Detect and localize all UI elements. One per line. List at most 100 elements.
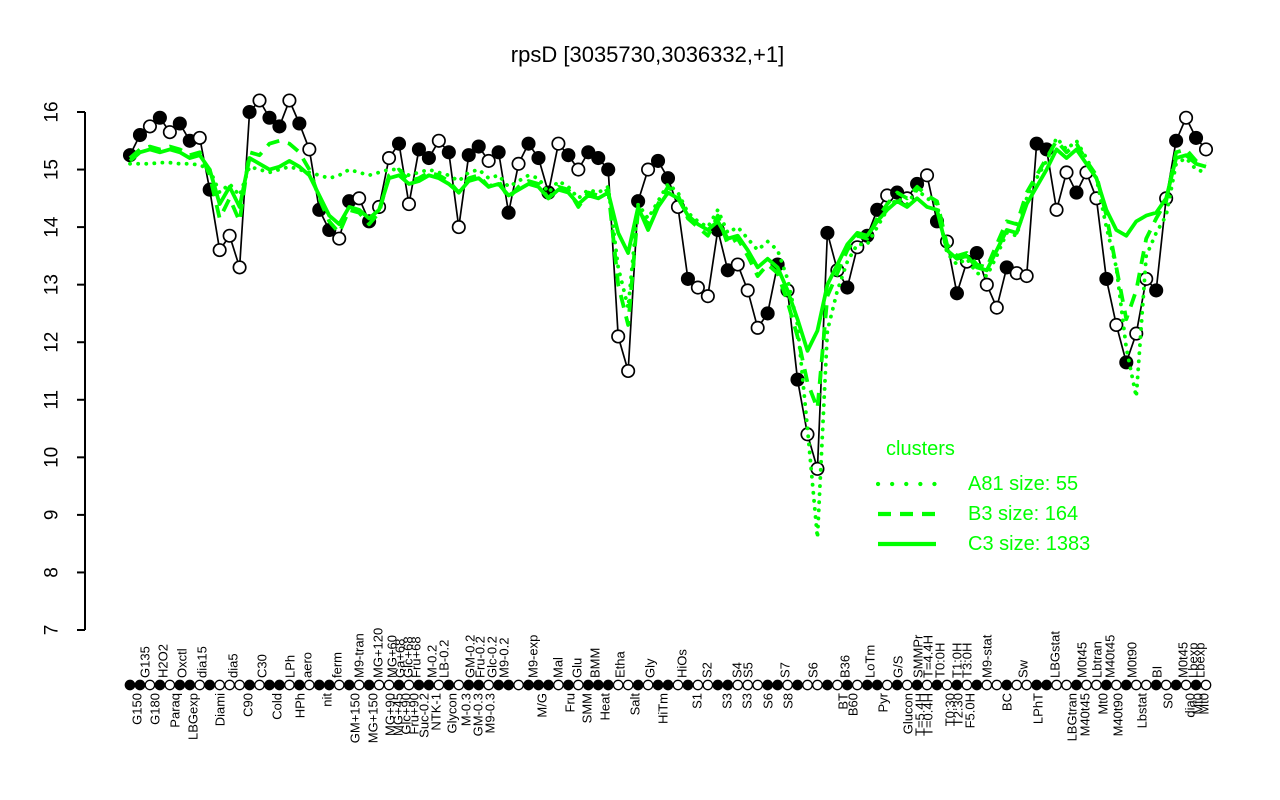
axis-tick-label: ferm — [330, 652, 345, 678]
gene-marker — [949, 286, 964, 301]
axis-tick-label: B60 — [846, 693, 861, 716]
axis-tick-label: S6 — [761, 693, 776, 709]
gene-marker — [591, 150, 606, 166]
axis-tick-label: C90 — [241, 693, 256, 717]
axis-tick-label: GM+150 — [348, 693, 363, 743]
axis-tick-label: Oxctl — [175, 648, 190, 678]
gene-marker — [292, 116, 307, 131]
axis-tick-label: NTK-1 — [429, 693, 444, 731]
axis-tick-label: Lbstat — [1135, 693, 1150, 729]
axis-tick-label: S4 — [730, 662, 745, 678]
gene-marker — [242, 104, 257, 120]
gene-marker — [1179, 110, 1194, 125]
gene-marker — [561, 148, 576, 163]
gene-marker — [471, 139, 486, 154]
axis-tick-label: dia5 — [226, 653, 241, 678]
legend-entry-label: A81 size: 55 — [968, 472, 1079, 495]
gene-marker — [401, 197, 417, 212]
series-cluster-dotted-line — [128, 135, 1208, 540]
gene-marker — [621, 363, 636, 379]
axis-tick-label: Gly — [643, 658, 658, 678]
legend-entry: B3 size: 164 — [876, 499, 1090, 529]
axis-tick-label: Cold — [270, 693, 285, 720]
gene-marker — [979, 277, 994, 292]
legend-dotted-line-swatch — [876, 481, 938, 487]
axis-tick-label: G150 — [130, 693, 145, 725]
gene-marker — [680, 271, 695, 286]
axis-tick-label: M0t45 — [1075, 642, 1090, 678]
axis-tick-label: HiTm — [656, 693, 671, 724]
gene-marker — [1169, 133, 1184, 148]
axis-tick-label: M9-exp — [526, 635, 541, 678]
axis-tick-label: LBGstat — [1048, 631, 1063, 678]
gene-marker — [222, 228, 237, 243]
gene-marker — [172, 116, 187, 131]
gene-marker — [571, 162, 586, 177]
legend-solid-line-swatch — [878, 541, 936, 547]
x-labels-bottom: G150 G180 Paraq LBGexp Diami C90 Cold HPh nit GM+… — [130, 692, 1212, 743]
axis-tick-label: T=5.4H — [913, 693, 928, 736]
axis-tick-label: GM-0.2 — [463, 635, 478, 678]
axis-tick-label: Fru+68 — [409, 636, 424, 678]
axis-tick-label: Etha — [613, 650, 628, 678]
gene-marker — [531, 150, 546, 166]
legend-title: clusters — [886, 438, 955, 460]
gene-marker — [1099, 271, 1114, 286]
gene-marker — [521, 136, 536, 151]
axis-tick-label: 15 — [42, 159, 63, 180]
gene-marker — [142, 119, 157, 134]
gene-marker — [650, 153, 666, 168]
gene-marker — [352, 191, 367, 206]
axis-tick-label: Paraq — [168, 693, 183, 728]
axis-tick-label: Ga+68 — [393, 639, 408, 678]
axis-tick-label: M/G — [535, 693, 550, 718]
gene-marker — [760, 306, 775, 321]
axis-tick-label: HPh — [293, 693, 308, 718]
axis-tick-label: 16 — [42, 101, 63, 122]
axis-tick-label: BI — [1150, 666, 1165, 678]
axis-tick-label: S0 — [1161, 693, 1176, 709]
axis-tick-label: LoTm — [863, 645, 878, 678]
axis-tick-label: G/S — [891, 655, 906, 678]
gene-marker — [302, 142, 317, 157]
axis-tick-label: M9-tran — [352, 633, 367, 678]
condition-rug — [124, 679, 1212, 691]
axis-tick-label: Lbtran — [1090, 641, 1105, 678]
axis-tick-label: 9 — [42, 510, 63, 521]
gene-marker — [700, 289, 715, 304]
axis-tick-label: BMM — [588, 648, 603, 678]
axis-tick-label: LBGexp — [186, 693, 201, 740]
axis-tick-label: M0t90 — [1125, 642, 1140, 678]
axis-tick-label: Heat — [598, 693, 613, 721]
gene-marker — [1149, 283, 1164, 298]
gene-marker — [501, 205, 516, 220]
axis-tick-label: Fru+90 — [407, 693, 422, 735]
axis-tick-label: T=4.4H — [921, 635, 936, 678]
legend: clusters A81 size: 55 B3 size: 164 C3 size… — [876, 438, 1090, 559]
gene-marker — [1109, 317, 1124, 333]
gene-marker — [740, 283, 755, 298]
axis-tick-label: dia0 — [1183, 693, 1198, 718]
axis-tick-label: S1 — [690, 693, 705, 709]
gene-marker — [551, 136, 566, 151]
gene-marker — [969, 245, 984, 261]
axis-tick-label: aero — [300, 652, 315, 678]
gene-marker — [511, 156, 526, 171]
gene-marker — [391, 136, 407, 151]
gene-marker — [272, 119, 287, 134]
gene-marker — [750, 320, 765, 335]
gene-marker — [232, 260, 247, 275]
axis-tick-label: 13 — [42, 274, 63, 295]
axis-tick-label: GM-0.3 — [471, 693, 486, 736]
axis-tick-label: Pyr — [876, 692, 891, 712]
y-axis: 7 8 9 10 11 12 13 14 15 16 — [42, 101, 86, 635]
gene-marker — [919, 168, 935, 183]
axis-tick-label: M40t45 — [1103, 635, 1118, 678]
axis-tick-label: LPh — [283, 655, 298, 678]
axis-tick-label: T0:0H — [933, 643, 948, 678]
gene-marker — [441, 145, 456, 160]
axis-tick-label: Fru-0.2 — [473, 636, 488, 678]
axis-tick-label: S6 — [806, 662, 821, 678]
gene-marker — [212, 243, 227, 258]
gene-marker — [1069, 185, 1084, 200]
